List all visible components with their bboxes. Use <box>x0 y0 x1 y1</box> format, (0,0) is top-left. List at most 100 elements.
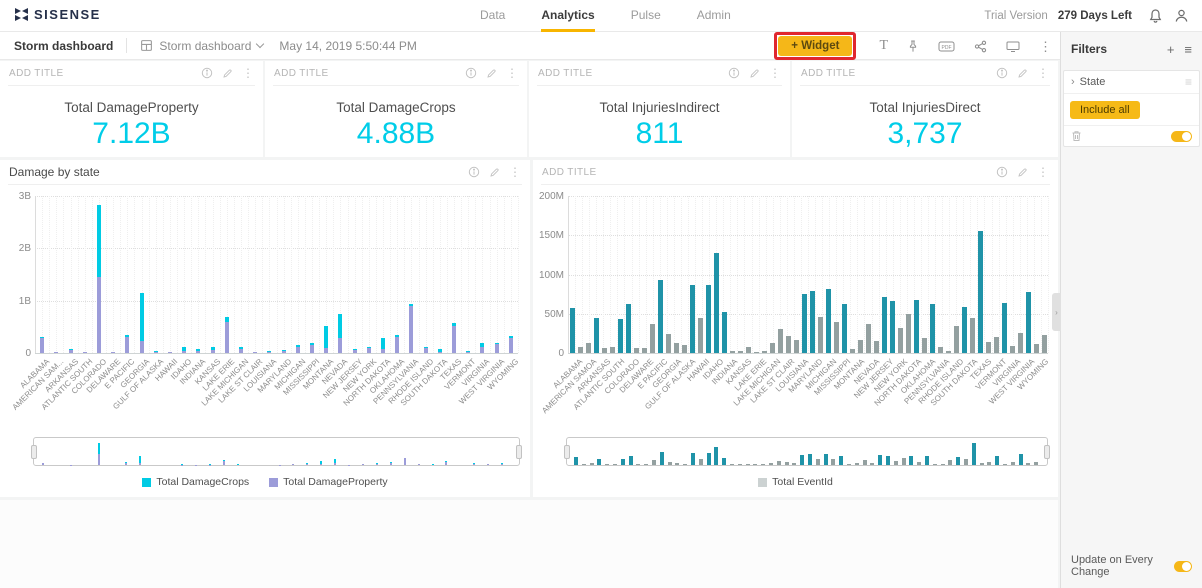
tab-admin[interactable]: Admin <box>696 8 731 22</box>
legend-item[interactable]: Total DamageCrops <box>142 476 249 488</box>
bar-eventid[interactable] <box>625 303 631 353</box>
nav-bar[interactable] <box>389 462 392 465</box>
bar-eventid[interactable] <box>753 352 759 353</box>
bar-crops[interactable] <box>68 349 73 351</box>
nav-bar[interactable] <box>815 458 820 465</box>
tab-analytics[interactable]: Analytics <box>541 0 595 32</box>
nav-bar[interactable] <box>878 455 883 465</box>
bar-property[interactable] <box>253 352 258 353</box>
bar-eventid[interactable] <box>793 340 799 353</box>
bar-property[interactable] <box>480 346 485 353</box>
bar-crops[interactable] <box>224 317 229 322</box>
navigator-right-handle[interactable] <box>516 444 522 459</box>
edit-icon[interactable] <box>1017 68 1028 79</box>
nav-bar[interactable] <box>222 459 225 461</box>
bell-icon[interactable] <box>1148 8 1164 24</box>
nav-bar[interactable] <box>940 464 945 465</box>
nav-bar[interactable] <box>1003 463 1007 465</box>
nav-bar[interactable] <box>706 452 711 465</box>
bar-property[interactable] <box>210 349 215 353</box>
bar-property[interactable] <box>409 305 414 353</box>
bar-eventid[interactable] <box>857 340 863 353</box>
pdf-export-icon[interactable]: PDF <box>938 40 955 53</box>
widget-title-placeholder[interactable]: ADD TITLE <box>801 67 856 79</box>
bar-eventid[interactable] <box>697 318 703 353</box>
bar-eventid[interactable] <box>849 349 855 353</box>
add-filter-icon[interactable]: + <box>1166 41 1175 57</box>
nav-bar[interactable] <box>737 464 742 465</box>
bar-eventid[interactable] <box>913 300 919 353</box>
bar-property[interactable] <box>324 347 329 353</box>
bar-crops[interactable] <box>153 351 158 352</box>
bar-eventid[interactable] <box>833 321 839 353</box>
bar-eventid[interactable] <box>665 334 671 353</box>
bar-crops[interactable] <box>310 342 314 346</box>
bar-property[interactable] <box>196 350 201 353</box>
edit-icon[interactable] <box>489 167 500 178</box>
bar-eventid[interactable] <box>617 319 623 353</box>
bar-eventid[interactable] <box>881 297 887 353</box>
bar-property[interactable] <box>267 351 272 353</box>
bar-crops[interactable] <box>352 348 357 350</box>
bar-eventid[interactable] <box>657 279 663 353</box>
bar-crops[interactable] <box>267 351 272 352</box>
nav-bar[interactable] <box>722 457 727 465</box>
bar-crops[interactable] <box>182 346 187 351</box>
bar-eventid[interactable] <box>609 346 615 353</box>
nav-bar[interactable] <box>948 460 953 465</box>
nav-bar[interactable] <box>792 462 797 465</box>
nav-bar[interactable] <box>784 461 789 465</box>
info-icon[interactable] <box>468 166 480 178</box>
nav-bar[interactable] <box>620 458 625 465</box>
nav-bar[interactable] <box>956 456 961 465</box>
bar-eventid[interactable] <box>809 290 815 353</box>
nav-bar[interactable] <box>375 464 378 465</box>
nav-bar[interactable] <box>361 464 364 465</box>
nav-bar[interactable] <box>589 463 594 465</box>
nav-bar[interactable] <box>987 462 992 465</box>
bar-eventid[interactable] <box>865 323 871 353</box>
bar-property[interactable] <box>224 321 229 353</box>
bar-property[interactable] <box>54 351 59 353</box>
nav-bar[interactable] <box>445 460 448 465</box>
bar-property[interactable] <box>423 347 428 353</box>
nav-bar[interactable] <box>925 456 929 465</box>
nav-bar[interactable] <box>917 462 922 465</box>
bar-eventid[interactable] <box>953 326 959 353</box>
bar-property[interactable] <box>466 351 471 353</box>
chart-navigator[interactable] <box>564 437 1050 466</box>
bar-property[interactable] <box>182 350 187 353</box>
more-icon[interactable]: ⋮ <box>506 66 518 80</box>
info-icon[interactable] <box>996 67 1008 79</box>
nav-bar[interactable] <box>683 463 688 465</box>
bar-eventid[interactable] <box>1017 333 1023 353</box>
bar-eventid[interactable] <box>585 342 591 353</box>
bar-crops[interactable] <box>480 342 485 347</box>
nav-bar[interactable] <box>800 454 805 465</box>
collapse-panel-handle[interactable]: › <box>1052 293 1061 331</box>
bar-property[interactable] <box>125 337 130 353</box>
nav-bar[interactable] <box>320 464 323 465</box>
bar-eventid[interactable] <box>969 317 975 353</box>
bar-crops[interactable] <box>139 292 144 342</box>
bar-eventid[interactable] <box>929 304 935 353</box>
bar-crops[interactable] <box>366 346 371 348</box>
bar-property[interactable] <box>96 277 101 353</box>
user-icon[interactable] <box>1174 8 1190 24</box>
bar-crops[interactable] <box>324 325 329 348</box>
bar-crops[interactable] <box>295 345 300 347</box>
bar-property[interactable] <box>281 350 286 353</box>
nav-bar[interactable] <box>753 464 758 465</box>
dashboard-selector[interactable]: Storm dashboard <box>140 39 265 53</box>
expand-chevron-icon[interactable]: › <box>1071 76 1075 88</box>
bar-eventid[interactable] <box>993 336 999 353</box>
nav-bar[interactable] <box>839 456 844 465</box>
nav-bar[interactable] <box>667 461 672 465</box>
bar-crops[interactable] <box>452 323 457 326</box>
nav-bar[interactable] <box>417 464 420 465</box>
bar-eventid[interactable] <box>681 345 687 353</box>
bar-eventid[interactable] <box>801 294 807 353</box>
bar-property[interactable] <box>338 338 343 353</box>
bar-eventid[interactable] <box>689 284 695 353</box>
nav-bar[interactable] <box>995 456 1000 465</box>
